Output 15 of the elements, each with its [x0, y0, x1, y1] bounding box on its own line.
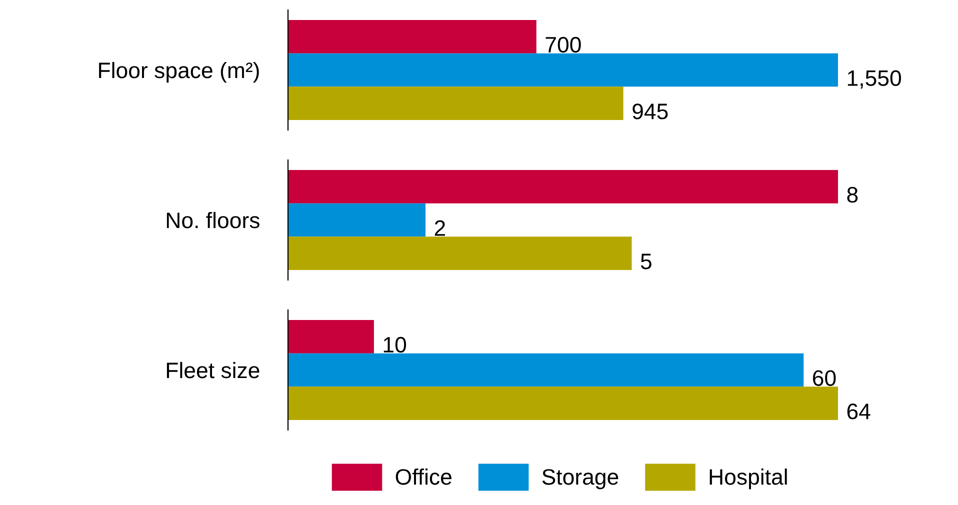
data-label: 945: [632, 104, 668, 120]
data-label: 60: [813, 370, 836, 386]
data-label: 2: [434, 220, 445, 236]
data-label: 64: [847, 404, 870, 420]
y-tick-label: Floor space (m²): [99, 62, 259, 83]
data-label: 1,550: [848, 70, 901, 89]
data-label: 700: [546, 36, 581, 53]
y-tick-label: No. floors: [166, 212, 260, 228]
legend-label: Hospital: [710, 468, 787, 490]
data-label: 10: [384, 336, 406, 353]
data-label: 5: [640, 254, 652, 270]
data-label: 8: [847, 186, 858, 203]
y-tick-label: Fleet size: [166, 362, 260, 378]
legend-label: Office: [396, 468, 452, 485]
legend-label: Storage: [542, 469, 618, 490]
